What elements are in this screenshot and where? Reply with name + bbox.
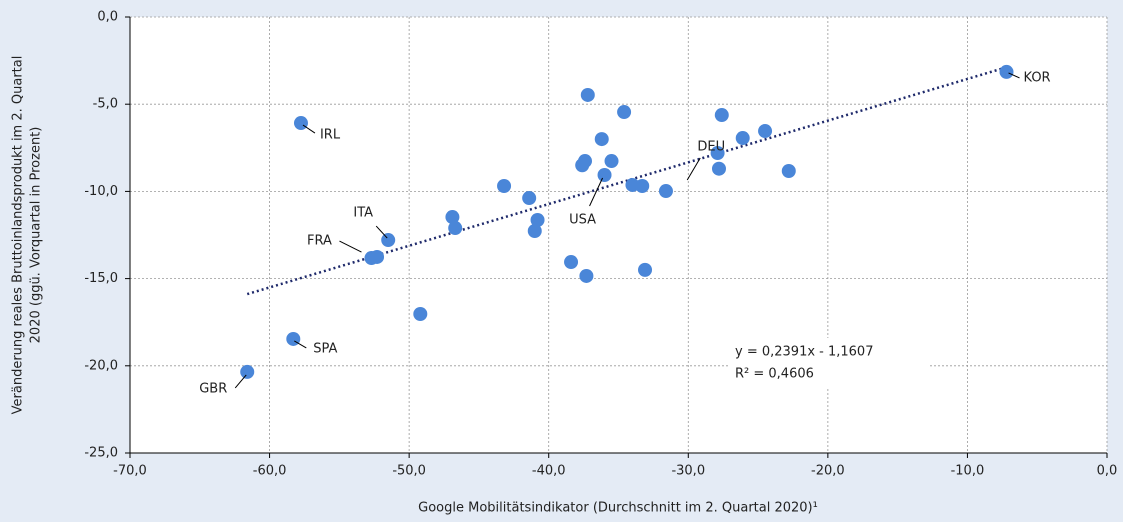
point-label: GBR <box>199 381 227 396</box>
x-tick-label: -40,0 <box>532 464 566 479</box>
leader-line <box>1008 72 1020 79</box>
y-tick-label: -15,0 <box>84 271 118 286</box>
y-tick-label: -5,0 <box>93 97 118 112</box>
point <box>714 108 729 123</box>
x-tick-label: -70,0 <box>113 464 147 479</box>
point <box>527 223 542 238</box>
y-axis-label: Veränderung reales Bruttoinlandsprodukt … <box>11 56 26 415</box>
point-label: IRL <box>320 128 341 143</box>
x-tick-label: -30,0 <box>671 464 705 479</box>
leader-line <box>339 240 362 253</box>
point <box>735 131 750 146</box>
plot-area <box>130 17 1107 453</box>
point <box>758 124 773 139</box>
x-tick-label: -20,0 <box>811 464 845 479</box>
point <box>658 184 673 199</box>
point <box>445 210 460 225</box>
y-tick-label: -25,0 <box>84 446 118 461</box>
leader-line <box>589 177 603 207</box>
point <box>293 116 308 131</box>
point <box>497 178 512 193</box>
point <box>448 221 463 236</box>
leader-line <box>686 157 701 181</box>
point <box>638 262 653 277</box>
x-tick-label: -60,0 <box>253 464 287 479</box>
y-tick-label: -10,0 <box>84 184 118 199</box>
point <box>564 255 579 270</box>
y-axis-label: 2020 (ggü. Vorquartal in Prozent) <box>29 127 44 344</box>
point <box>286 331 301 346</box>
point <box>580 87 595 102</box>
point-label: FRA <box>307 234 332 249</box>
x-tick-label: -50,0 <box>392 464 426 479</box>
point <box>635 178 650 193</box>
point-label: DEU <box>697 139 725 154</box>
point <box>370 249 385 264</box>
leader-line <box>375 225 388 239</box>
equation: y = 0,2391x - 1,1607 <box>735 345 873 360</box>
leader-line <box>294 340 307 349</box>
point <box>530 213 545 228</box>
point <box>711 161 726 176</box>
leader-line <box>302 124 316 134</box>
r-squared: R² = 0,4606 <box>735 367 814 382</box>
point-label: SPA <box>313 341 337 356</box>
y-tick-label: 0,0 <box>97 10 118 25</box>
trendline <box>246 66 1007 296</box>
point <box>999 64 1014 79</box>
point <box>579 268 594 283</box>
leader-line <box>234 374 247 389</box>
y-tick-label: -20,0 <box>84 358 118 373</box>
point <box>710 146 725 161</box>
x-axis-label: Google Mobilitätsindikator (Durchschnitt… <box>418 501 818 516</box>
point <box>781 163 796 178</box>
x-tick-label: -10,0 <box>951 464 985 479</box>
point <box>617 105 632 120</box>
point <box>522 191 537 206</box>
equation-box <box>728 338 928 388</box>
point <box>578 154 593 169</box>
point-label: USA <box>569 213 596 228</box>
point <box>413 307 428 322</box>
point <box>381 233 396 248</box>
point-label: ITA <box>353 206 373 221</box>
x-tick-label: 0,0 <box>1097 464 1118 479</box>
point <box>594 132 609 147</box>
point <box>604 154 619 169</box>
point-label: KOR <box>1024 70 1051 85</box>
point <box>240 364 255 379</box>
point <box>597 168 612 183</box>
